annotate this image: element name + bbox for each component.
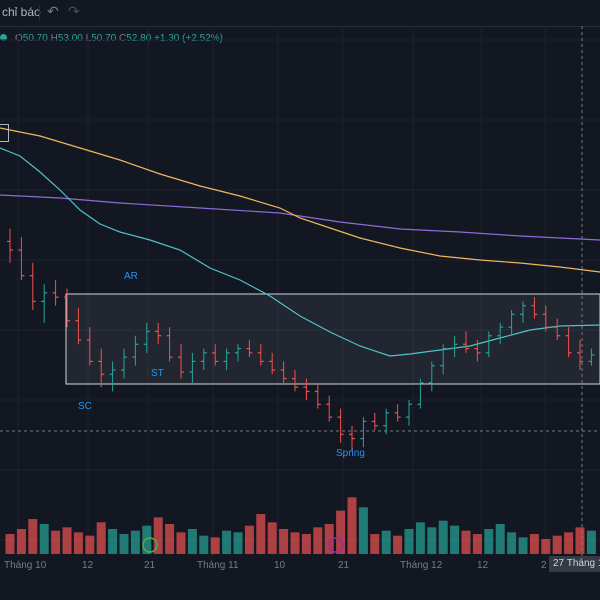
volume-marker-circle-2 <box>328 537 344 553</box>
time-axis[interactable]: Tháng 10 12 21 Tháng 11 10 21 Tháng 12 12 2 <box>4 560 547 571</box>
volume-bar <box>108 529 118 554</box>
volume-bars-group <box>5 497 596 554</box>
volume-bar <box>256 514 266 554</box>
volume-bar <box>541 539 551 554</box>
volume-bar <box>267 522 277 554</box>
volume-bar <box>153 517 163 554</box>
volume-bar <box>301 534 311 554</box>
volume-bar <box>142 525 152 554</box>
redo-icon[interactable]: ↷ <box>68 3 80 19</box>
volume-bar <box>222 530 232 554</box>
volume-bar <box>461 530 471 554</box>
volume-bar <box>119 534 129 554</box>
volume-bar <box>96 522 106 554</box>
volume-bar <box>450 525 460 554</box>
volume-bar <box>233 532 243 554</box>
volume-bar <box>324 524 334 554</box>
volume-bar <box>552 535 562 554</box>
close-value: 52.80 <box>126 33 152 44</box>
high-value: 53.00 <box>57 33 83 44</box>
volume-bar <box>358 507 368 554</box>
time-axis-label: 10 <box>274 560 286 571</box>
status-dot-icon <box>0 33 7 41</box>
open-label: O <box>15 33 23 44</box>
volume-bar <box>586 530 596 554</box>
volume-bar <box>16 529 26 554</box>
volume-bar <box>73 532 83 554</box>
wyckoff-label-ar: AR <box>124 271 138 282</box>
ma-long-line <box>0 194 600 241</box>
volume-bar <box>484 529 494 554</box>
wyckoff-label-sc: SC <box>78 401 92 412</box>
volume-bar <box>165 524 175 554</box>
high-label: H <box>50 33 58 44</box>
indicators-button[interactable]: chỉ báo <box>2 5 41 19</box>
volume-bar <box>575 527 585 554</box>
volume-bar <box>85 535 95 554</box>
crosshair-date-badge: 27 Tháng 12 <box>549 556 600 572</box>
volume-bar <box>279 529 289 554</box>
time-axis-label: 21 <box>338 560 350 571</box>
volume-bar <box>176 532 186 554</box>
toolbar-divider <box>39 5 40 21</box>
trading-range-box[interactable] <box>65 293 600 385</box>
change-value: +1.30 (+2.52%) <box>154 33 223 44</box>
grid <box>0 26 600 556</box>
volume-bar <box>507 532 517 554</box>
time-axis-label: 2 <box>541 560 547 571</box>
wyckoff-labels: AR ST SC Spring <box>78 271 365 459</box>
ma-short-line <box>0 147 600 357</box>
volume-bar <box>381 530 391 554</box>
volume-bar <box>62 527 72 554</box>
volume-bar <box>415 522 425 554</box>
volume-bar <box>564 532 574 554</box>
volume-bar <box>336 510 346 554</box>
volume-bar <box>130 530 140 554</box>
volume-bar <box>427 527 437 554</box>
volume-bar <box>187 529 197 554</box>
volume-bar <box>28 519 38 554</box>
volume-bar <box>495 524 505 554</box>
close-label: C <box>119 33 127 44</box>
volume-bar <box>313 527 323 554</box>
time-axis-label: Tháng 10 <box>4 560 47 571</box>
volume-bar <box>290 532 300 554</box>
time-axis-label: 12 <box>82 560 94 571</box>
time-axis-label: Tháng 12 <box>400 560 443 571</box>
wyckoff-label-spring: Spring <box>336 448 365 459</box>
ma-mid-line <box>0 127 600 273</box>
volume-marker-circle <box>142 537 158 553</box>
open-value: 50.70 <box>22 33 48 44</box>
undo-icon[interactable]: ↶ <box>47 3 59 19</box>
time-axis-label: Tháng 11 <box>197 560 239 571</box>
drawing-handle[interactable] <box>0 124 9 142</box>
volume-bar <box>199 535 209 554</box>
volume-bar <box>472 534 482 554</box>
volume-bar <box>39 524 49 554</box>
volume-bar <box>244 525 254 554</box>
wyckoff-label-st: ST <box>151 368 164 379</box>
time-axis-label: 12 <box>477 560 489 571</box>
volume-bar <box>210 537 220 554</box>
volume-bar <box>51 530 61 554</box>
volume-bar <box>5 534 15 554</box>
candles-group <box>7 228 595 452</box>
volume-bar <box>404 529 414 554</box>
volume-bar <box>370 534 380 554</box>
volume-bar <box>347 497 357 554</box>
time-axis-label: 21 <box>144 560 156 571</box>
volume-bar <box>518 537 528 554</box>
volume-bar <box>438 520 448 554</box>
volume-bar <box>529 534 539 554</box>
volume-bar <box>393 535 403 554</box>
low-value: 50.70 <box>91 33 117 44</box>
top-toolbar: chỉ báo ↶ ↷ <box>0 0 600 27</box>
